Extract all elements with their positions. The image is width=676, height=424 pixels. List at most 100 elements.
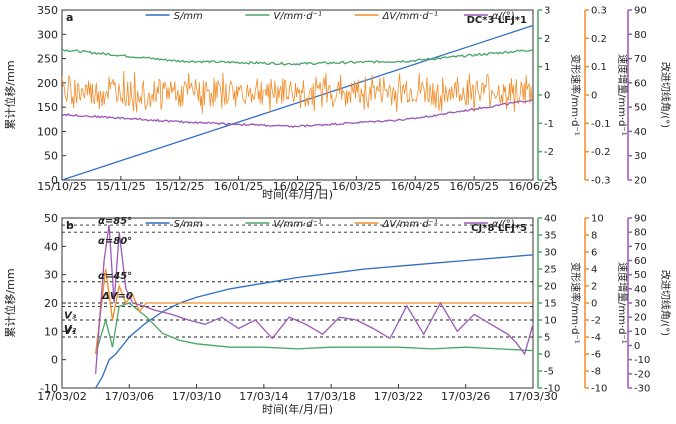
right-axis-label: 变形速率/mm·d⁻¹: [569, 262, 582, 344]
right-axis-tick-label: 10: [544, 316, 557, 327]
right-axis-tick-label: 4: [591, 265, 597, 276]
right-axis-tick-label: -2: [591, 316, 601, 327]
right-axis-tick-label: -0.2: [591, 147, 611, 158]
x-axis-label: 时间(年/月/日): [262, 402, 333, 416]
right-axis-tick-label: 0: [544, 91, 550, 102]
right-axis-label: 改进切线角/(°): [659, 270, 672, 336]
plot-annotation: α=45°: [98, 271, 132, 282]
x-tick-label: 17/03/30: [508, 390, 557, 403]
right-axis-tick-label: -4: [591, 333, 601, 344]
series-line: [94, 225, 533, 374]
y-tick-label: 0: [51, 174, 58, 187]
right-axis-tick-label: 2: [591, 282, 597, 293]
y-tick-label: 250: [37, 53, 58, 66]
right-axis-label: 改进切线角/(°): [659, 62, 672, 128]
x-tick-label: 17/03/10: [172, 390, 221, 403]
right-axis-label: 速度增量/mm·d⁻¹: [616, 54, 629, 136]
right-axis-tick-label: -6: [591, 350, 601, 361]
right-axis-tick-label: 0.3: [591, 6, 607, 17]
right-axis-tick-label: 20: [544, 282, 557, 293]
legend-label: ΔV/mm·d⁻¹: [382, 219, 438, 230]
legend-label: V/mm·d⁻¹: [273, 11, 322, 22]
x-tick-label: 16/02/25: [273, 180, 322, 193]
x-tick-label: 17/03/02: [37, 390, 86, 403]
y-tick-label: 10: [44, 325, 58, 338]
x-tick-label: 16/05/25: [449, 180, 498, 193]
right-axis-tick-label: 1: [544, 62, 550, 73]
x-tick-label: 17/03/18: [306, 390, 355, 403]
x-tick-label: 16/01/25: [214, 180, 263, 193]
right-axis-tick-label: 10: [634, 327, 647, 338]
right-axis-label: 速度增量/mm·d⁻¹: [616, 262, 629, 344]
right-axis-tick-label: 60: [634, 256, 647, 267]
x-tick-label: 17/03/14: [239, 390, 288, 403]
right-axis-tick-label: 40: [634, 127, 647, 138]
series-line: [62, 49, 533, 66]
y-tick-label: 200: [37, 77, 58, 90]
right-axis-tick-label: 70: [634, 54, 647, 65]
plot-annotation: V₃: [64, 310, 77, 321]
plot-annotation: α=80°: [98, 236, 132, 247]
right-axis-tick-label: 20: [634, 176, 647, 187]
right-axis-tick-label: 2: [544, 34, 550, 45]
right-axis-tick-label: 40: [634, 284, 647, 295]
panel-annotation: DC*3 LFJ*1: [467, 15, 527, 26]
right-axis-tick-label: 40: [544, 214, 557, 225]
right-axis-tick-label: -10: [591, 384, 607, 395]
right-axis-tick-label: 20: [634, 313, 647, 324]
y-axis-label: 累计位移/mm: [3, 268, 17, 337]
panel-label: a: [66, 11, 73, 24]
right-axis-tick-label: -0.1: [591, 119, 611, 130]
legend-label: α/(°): [492, 219, 515, 230]
legend-label: V/mm·d⁻¹: [273, 219, 322, 230]
series-line: [62, 70, 533, 114]
plot-annotation: V₂: [64, 324, 77, 335]
right-axis-tick-label: -3: [544, 176, 554, 187]
y-tick-label: 150: [37, 101, 58, 114]
legend-label: S/mm: [174, 219, 203, 230]
x-tick-label: 15/10/25: [37, 180, 86, 193]
series-line: [95, 254, 533, 388]
series-line: [62, 99, 533, 128]
panel-a: 15/10/25 15/11/25 15/12/25 16/01/25 16/02/25…: [3, 4, 672, 201]
plot-annotation: ΔV=0: [101, 291, 133, 302]
y-tick-label: 20: [44, 297, 58, 310]
right-axis-tick-label: 70: [634, 242, 647, 253]
x-tick-label: 15/11/25: [96, 180, 145, 193]
y-tick-label: 50: [44, 150, 58, 163]
right-axis-tick-label: 50: [634, 270, 647, 281]
legend-label: S/mm: [174, 11, 203, 22]
y-tick-label: 30: [44, 269, 58, 282]
right-axis-tick-label: -30: [634, 384, 650, 395]
right-axis-tick-label: -0.3: [591, 176, 611, 187]
right-axis-tick-label: 0: [591, 91, 597, 102]
right-axis-tick-label: -2: [544, 147, 554, 158]
right-axis-tick-label: 80: [634, 228, 647, 239]
x-axis-label: 时间(年/月/日): [262, 187, 333, 201]
right-axis-tick-label: 25: [544, 265, 557, 276]
right-axis-tick-label: -5: [544, 367, 554, 378]
right-axis-tick-label: 0.2: [591, 34, 607, 45]
series-group: [62, 24, 533, 180]
y-tick-label: 50: [44, 212, 58, 225]
series-line: [94, 302, 533, 355]
legend-label: ΔV/mm·d⁻¹: [382, 11, 438, 22]
right-axis-tick-label: 30: [544, 248, 557, 259]
x-tick-label: 16/06/25: [508, 180, 557, 193]
right-axis-tick-label: 15: [544, 299, 557, 310]
y-tick-label: 300: [37, 28, 58, 41]
right-axis-tick-label: -8: [591, 367, 601, 378]
right-axis-tick-label: 0: [591, 299, 597, 310]
right-axis-tick-label: 0: [634, 341, 640, 352]
right-axis-tick-label: 3: [544, 6, 550, 17]
y-tick-label: 0: [51, 354, 58, 367]
right-axis-tick-label: 8: [591, 231, 597, 242]
right-axis-tick-label: 6: [591, 248, 597, 259]
y-tick-label: -10: [40, 382, 58, 395]
right-axis-label: 变形速率/mm·d⁻¹: [569, 54, 582, 136]
x-tick-label: 15/12/25: [155, 180, 204, 193]
panel-label: b: [66, 219, 74, 232]
right-axis-tick-label: 30: [634, 151, 647, 162]
right-axis-tick-label: 35: [544, 231, 557, 242]
